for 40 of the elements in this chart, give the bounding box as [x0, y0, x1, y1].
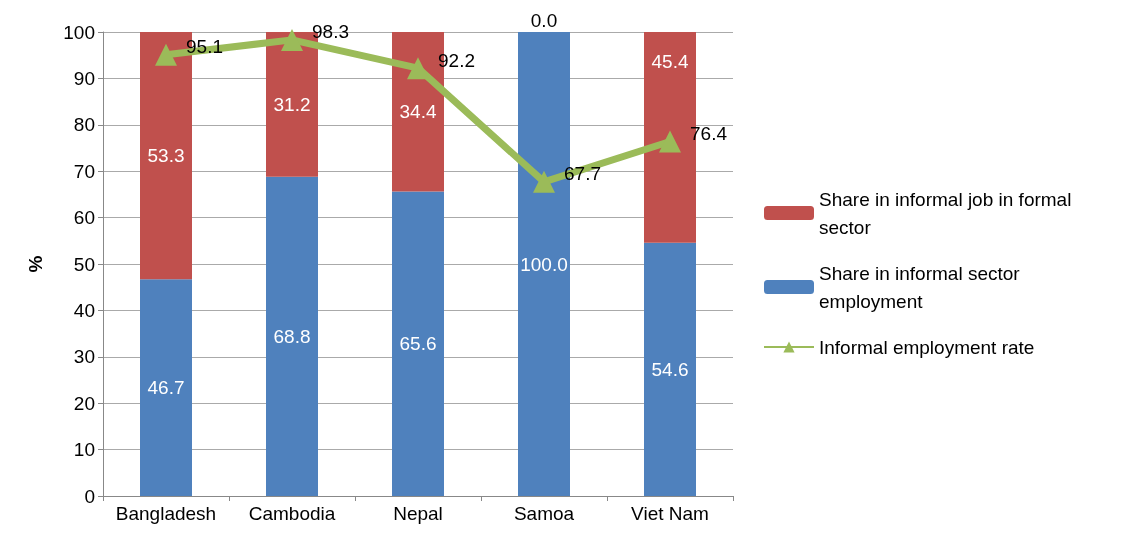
data-label: 100.0 — [520, 253, 568, 275]
y-tick-label: 100 — [63, 21, 95, 43]
point — [407, 57, 429, 80]
x-tick-label: Samoa — [513, 503, 575, 524]
point — [155, 43, 177, 66]
x-tick-label: Cambodia — [248, 503, 336, 524]
y-tick-label: 50 — [73, 253, 95, 275]
data-label: 46.7 — [147, 377, 185, 399]
bar — [644, 242, 696, 496]
data-label: 45.4 — [651, 51, 689, 72]
point — [281, 28, 303, 51]
legend-label: Share in informal sector employment — [819, 262, 1025, 312]
bar — [140, 279, 192, 496]
data-label: 0.0 — [530, 10, 558, 31]
y-tick-label: 70 — [73, 160, 95, 182]
data-label: 31.2 — [273, 93, 311, 115]
x-tick-label: Nepal — [393, 503, 443, 524]
data-label: 34.4 — [399, 101, 437, 123]
legend-label: Share in informal job in formal sector — [819, 188, 1077, 238]
data-label: 65.6 — [399, 333, 437, 355]
y-tick-label: 60 — [73, 207, 95, 229]
data-label: 53.3 — [147, 145, 185, 167]
y-tick-label: 90 — [73, 67, 95, 89]
y-tick-label: 0 — [84, 485, 95, 507]
x-tick-label: Viet Nam — [631, 503, 709, 524]
y-tick-label: 20 — [73, 392, 95, 414]
point — [533, 170, 555, 193]
data-label: 98.3 — [312, 21, 349, 43]
data-label: 54.6 — [651, 358, 689, 380]
point — [659, 130, 681, 153]
y-axis-title: % — [25, 255, 46, 273]
y-tick-label: 80 — [73, 114, 95, 136]
data-label: 68.8 — [273, 325, 311, 347]
x-tick-label: Bangladesh — [115, 503, 217, 524]
bar — [392, 191, 444, 496]
bar — [266, 176, 318, 496]
y-tick-label: 30 — [73, 346, 95, 368]
y-tick-label: 10 — [73, 439, 95, 461]
y-tick-label: 40 — [73, 299, 95, 321]
legend-label: Informal employment rate — [819, 336, 1035, 358]
